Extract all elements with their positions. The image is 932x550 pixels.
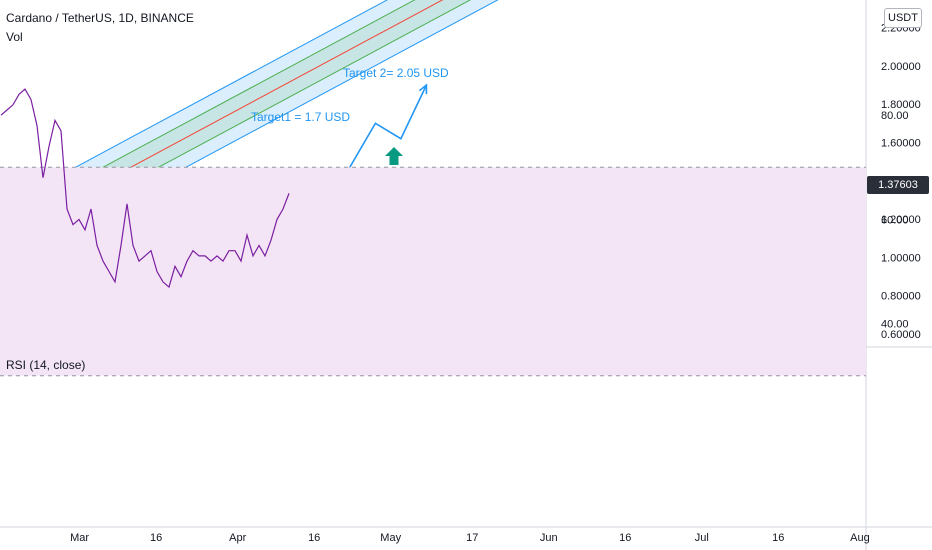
time-tick-label: May [380, 532, 401, 544]
channel-upper-line [58, 0, 389, 177]
time-axis-ticks: Mar 16 Apr 16 May 17 Jun 16 Jul 16 Aug [70, 532, 870, 544]
rsi-tick-label: 60.00 [881, 214, 909, 226]
price-tick-label: 0.80000 [881, 291, 921, 303]
price-tick-label: 1.00000 [881, 252, 921, 264]
last-price-tag: 1.37603 [867, 176, 929, 195]
time-tick-label: Mar [70, 532, 89, 544]
rsi-band-fill [0, 167, 866, 376]
time-tick-label: 16 [772, 532, 784, 544]
time-tick-label: 16 [619, 532, 631, 544]
rsi-label: RSI (14, close) [6, 358, 86, 372]
time-tick-label: 17 [466, 532, 478, 544]
price-axis-ticks: 0.600000.800001.000001.200001.400001.600… [881, 23, 921, 341]
price-tick-label: 0.60000 [881, 329, 921, 341]
rsi-tick-label: 80.00 [881, 110, 909, 122]
price-tick-label: 2.00000 [881, 61, 921, 73]
price-tick-label: 1.60000 [881, 138, 921, 150]
target1-label: Target1 = 1.7 USD [251, 110, 350, 124]
symbol-title: Cardano / TetherUS, 1D, BINANCE [6, 11, 194, 25]
channel-upper-mid-line [58, 0, 416, 192]
currency-unit-button[interactable]: USDT [884, 8, 922, 28]
time-tick-label: 16 [308, 532, 320, 544]
rsi-line [0, 88, 290, 289]
volume-label: Vol [6, 30, 23, 44]
time-tick-label: Apr [229, 532, 246, 544]
time-tick-label: 16 [150, 532, 162, 544]
projection-arrowhead [418, 83, 428, 95]
target2-label: Target 2= 2.05 USD [343, 66, 449, 80]
price-tick-label: 1.20000 [881, 214, 921, 226]
channel-lower-line [58, 0, 499, 236]
rsi-tick-label: 40.00 [881, 319, 909, 331]
price-tick-label: 1.80000 [881, 99, 921, 111]
time-tick-label: Aug [850, 532, 870, 544]
time-tick-label: Jul [695, 532, 709, 544]
channel-center-line [0, 0, 444, 239]
channel-lower-mid-line [58, 0, 472, 222]
time-tick-label: Jun [540, 532, 558, 544]
buy-arrow-icon [385, 147, 403, 165]
rsi-axis-ticks: 40.00 60.00 80.00 [881, 110, 909, 330]
price-tick-label: 2.20000 [881, 23, 921, 35]
